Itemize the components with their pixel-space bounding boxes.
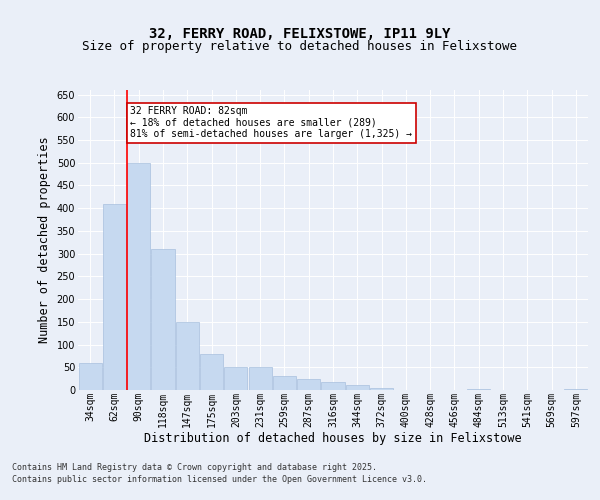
Bar [176, 322, 199, 390]
Y-axis label: Number of detached properties: Number of detached properties [38, 136, 51, 344]
Bar [103, 204, 126, 390]
Text: 32, FERRY ROAD, FELIXSTOWE, IP11 9LY: 32, FERRY ROAD, FELIXSTOWE, IP11 9LY [149, 28, 451, 42]
Bar [346, 384, 369, 390]
Bar [151, 249, 175, 390]
Bar [370, 388, 393, 390]
Bar [127, 162, 150, 390]
Text: 32 FERRY ROAD: 82sqm
← 18% of detached houses are smaller (289)
81% of semi-deta: 32 FERRY ROAD: 82sqm ← 18% of detached h… [130, 106, 412, 139]
Bar [565, 388, 587, 390]
Bar [297, 378, 320, 390]
Bar [248, 368, 272, 390]
Bar [322, 382, 344, 390]
Text: Size of property relative to detached houses in Felixstowe: Size of property relative to detached ho… [83, 40, 517, 53]
Bar [200, 354, 223, 390]
Text: Contains public sector information licensed under the Open Government Licence v3: Contains public sector information licen… [12, 475, 427, 484]
X-axis label: Distribution of detached houses by size in Felixstowe: Distribution of detached houses by size … [144, 432, 522, 445]
Bar [467, 388, 490, 390]
Bar [79, 362, 101, 390]
Text: Contains HM Land Registry data © Crown copyright and database right 2025.: Contains HM Land Registry data © Crown c… [12, 462, 377, 471]
Bar [224, 368, 247, 390]
Bar [273, 376, 296, 390]
